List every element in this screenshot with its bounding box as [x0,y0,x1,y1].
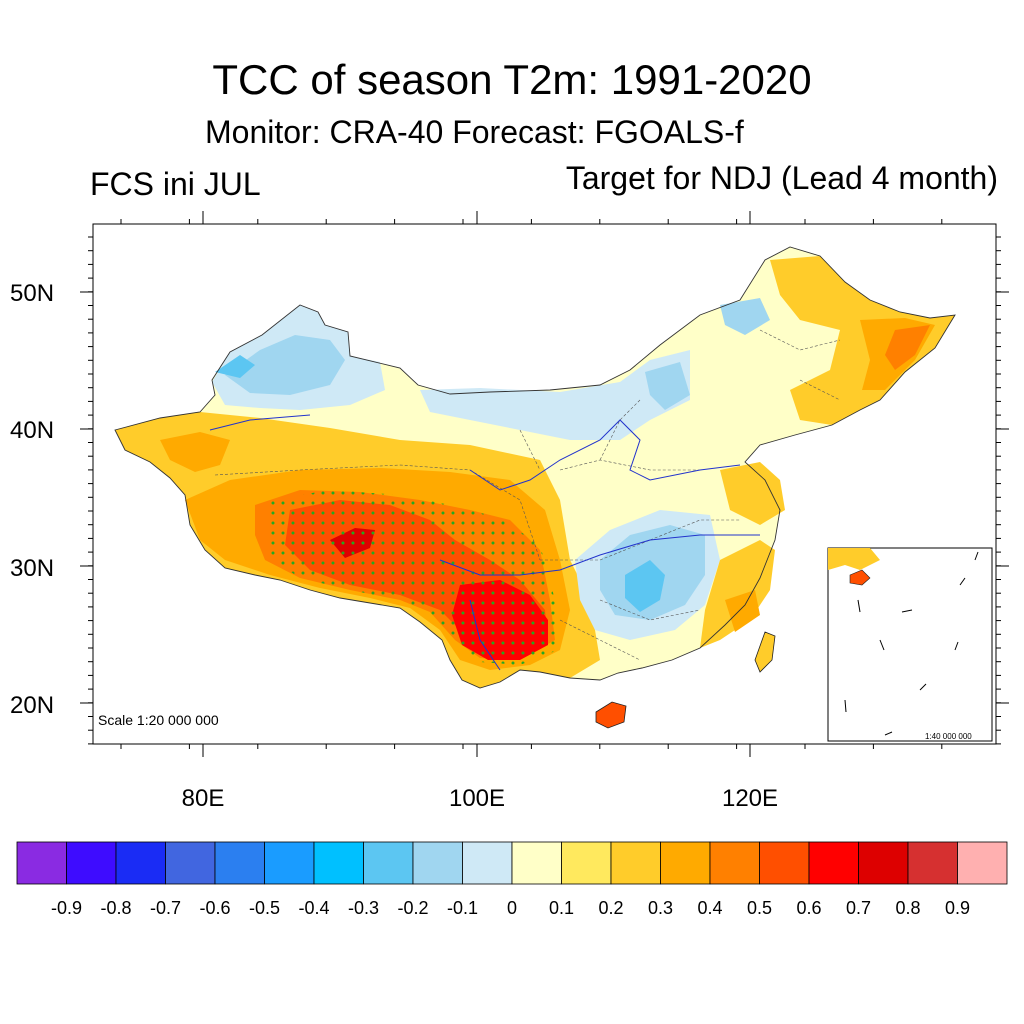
colorbar-label: 0.6 [796,898,821,918]
lat-label-20n: 20N [10,692,54,719]
colorbar-swatch [660,841,711,885]
colorbar: -0.9 -0.8 -0.7 -0.6 -0.5 -0.4 -0.3 -0.2 -0.1 0 0.1… [16,841,1008,918]
colorbar-swatch [511,841,562,885]
northwest-negative-2 [225,335,345,395]
country-border [114,246,956,689]
scale-text: Scale 1:20 000 000 [98,712,219,728]
colorbar-label: 0.3 [648,898,673,918]
lat-label-40n: 40N [10,417,54,444]
colorbar-swatch [561,841,612,885]
colorbar-label: 0.4 [697,898,722,918]
taiwan-island [754,631,776,673]
colorbar-label: 0.5 [747,898,772,918]
colorbar-label: 0.1 [549,898,574,918]
lat-label-30n: 30N [10,555,54,582]
xinjiang-positive [160,432,230,472]
colorbar-label: 0.7 [846,898,871,918]
colorbar-label: -0.9 [51,898,82,918]
colorbar-label: -0.7 [150,898,181,918]
colorbar-label: -0.4 [298,898,329,918]
inset-scale-text: 1:40 000 000 [925,732,972,741]
northeast-negative [720,298,770,335]
central-negative-3 [625,560,665,612]
axis-ticks [80,211,1009,757]
colorbar-swatch [264,841,315,885]
target-season-label: Target for NDJ (Lead 4 month) [565,160,998,196]
colorbar-swatch [759,841,810,885]
colorbar-label: -0.1 [447,898,478,918]
colorbar-swatch [363,841,414,885]
colorbar-label: 0.8 [895,898,920,918]
south-china-sea-inset: 1:40 000 000 [827,547,993,742]
southeast-positive-2 [725,590,760,632]
rivers [209,414,760,671]
colorbar-swatch [907,841,958,885]
colorbar-swatch [957,841,1008,885]
lon-label-80e: 80E [182,785,225,812]
northeast-positive-3 [885,325,930,370]
colorbar-swatch [313,841,364,885]
colorbar-label: 0 [507,898,517,918]
map-subtitle: Monitor: CRA-40 Forecast: FGOALS-f [205,114,744,150]
colorbar-label: 0.2 [598,898,623,918]
north-negative [420,350,690,440]
colorbar-swatch [412,841,463,885]
colorbar-swatch [808,841,859,885]
colorbar-label: 0.9 [945,898,970,918]
lon-label-120e: 120E [722,785,778,812]
colorbar-label: -0.2 [397,898,428,918]
colorbar-label: -0.8 [100,898,131,918]
colorbar-swatch [858,841,909,885]
lon-label-100e: 100E [449,785,505,812]
colorbar-swatch [462,841,513,885]
colorbar-swatch [709,841,760,885]
colorbar-label: -0.5 [249,898,280,918]
significance-dots [265,490,558,665]
hainan-island [595,701,627,729]
forecast-init-label: FCS ini JUL [90,166,261,202]
colorbar-swatch [115,841,166,885]
colorbar-swatch [214,841,265,885]
china-map [114,246,956,729]
north-negative-2 [645,362,690,410]
colorbar-swatch [610,841,661,885]
northwest-negative-3 [215,355,255,378]
east-positive [720,462,785,525]
lat-label-50n: 50N [10,280,54,307]
colorbar-label: -0.6 [199,898,230,918]
province-borders [214,329,841,661]
map-title: TCC of season T2m: 1991-2020 [212,56,812,103]
colorbar-swatch [165,841,216,885]
southeast-positive [700,540,775,648]
colorbar-label: -0.3 [348,898,379,918]
northeast-positive [770,256,955,425]
colorbar-swatch [16,841,67,885]
colorbar-swatch [66,841,117,885]
